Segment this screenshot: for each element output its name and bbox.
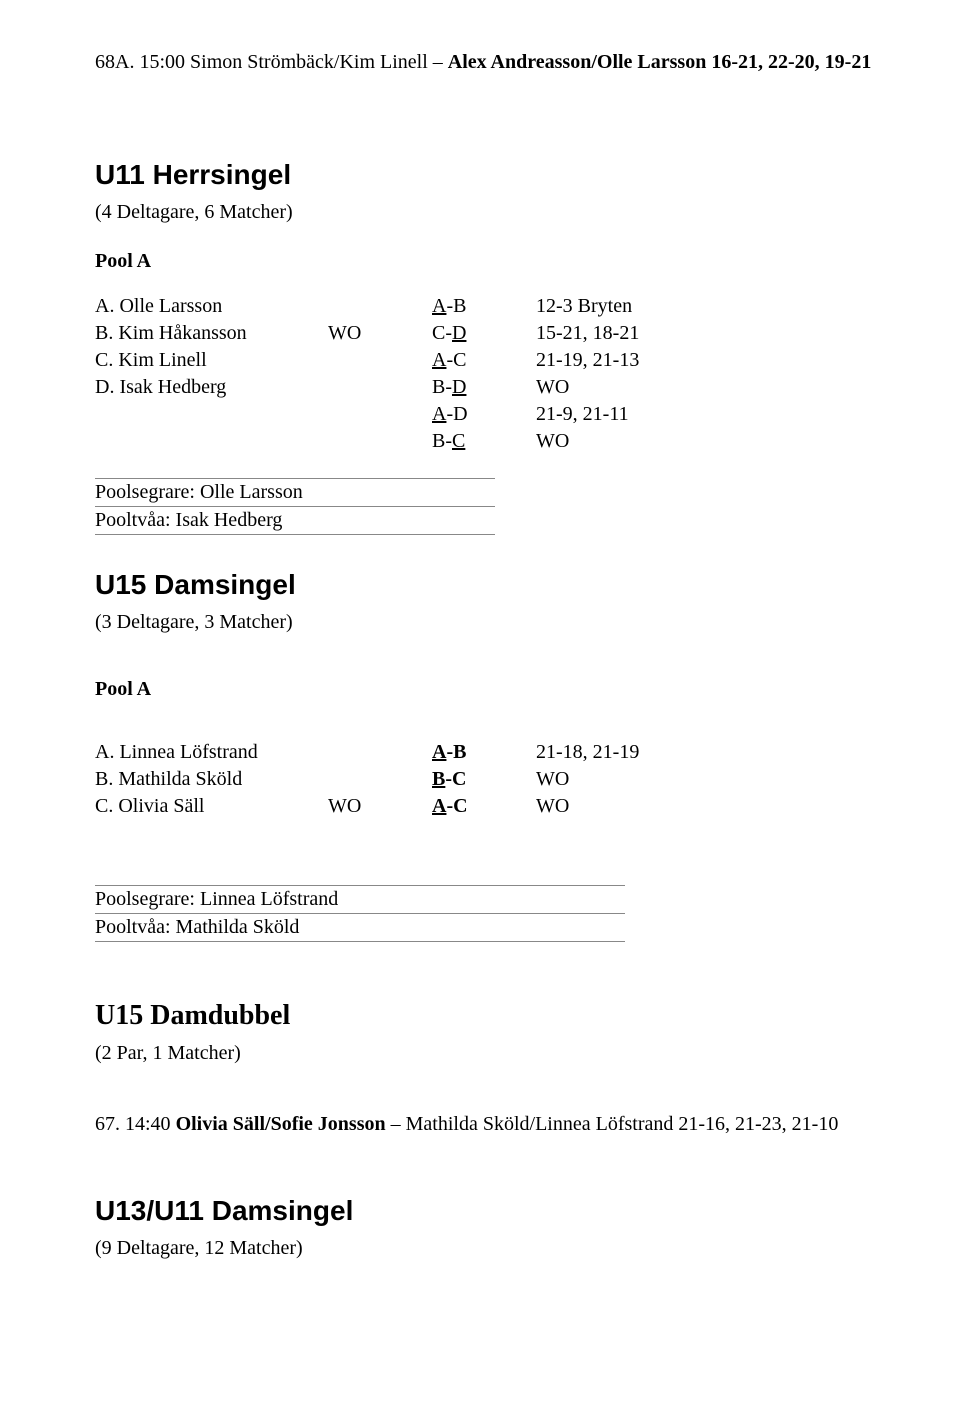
match-score: 21-18, 21-19	[536, 740, 647, 767]
player-label: A. Linnea Löfstrand	[95, 740, 328, 767]
pooltvaa: Pooltvåa: Isak Hedberg	[95, 507, 495, 534]
match-code: B-C	[432, 767, 536, 794]
pooltvaa: Pooltvåa: Mathilda Sköld	[95, 914, 625, 941]
pool-label-u15ds: Pool A	[95, 677, 880, 702]
match-score: 21-19, 21-13	[536, 348, 647, 375]
heading-u13u11-damsingel: U13/U11 Damsingel	[95, 1193, 880, 1228]
table-row: C. Kim Linell A-C 21-19, 21-13	[95, 348, 647, 375]
match-team1: Simon Strömbäck/Kim Linell	[190, 51, 428, 73]
table-row: B. Kim Håkansson WO C-D 15-21, 18-21	[95, 321, 647, 348]
pool-winners-u15ds: Poolsegrare: Linnea Löfstrand Pooltvåa: …	[95, 885, 625, 942]
match-score: 21-16, 21-23, 21-10	[678, 1113, 838, 1135]
table-row: B. Mathilda Sköld B-C WO	[95, 767, 647, 794]
match-score: WO	[536, 767, 647, 794]
match-time: 15:00	[139, 51, 185, 73]
match-code: B-D	[432, 375, 536, 402]
match-score: 15-21, 18-21	[536, 321, 647, 348]
pool-label-u11h: Pool A	[95, 249, 880, 274]
match-time: 14:40	[125, 1113, 171, 1135]
subheading-u11h: (4 Deltagare, 6 Matcher)	[95, 200, 880, 225]
match-code: A-B	[432, 294, 536, 321]
poolsegrare: Poolsegrare: Linnea Löfstrand	[95, 886, 625, 914]
table-row: A. Linnea Löfstrand A-B 21-18, 21-19	[95, 740, 647, 767]
match-code: A-D	[432, 402, 536, 429]
player-label: A. Olle Larsson	[95, 294, 328, 321]
pool-table-u11h: A. Olle Larsson A-B 12-3 Bryten B. Kim H…	[95, 294, 647, 456]
match-score: 16-21, 22-20, 19-21	[711, 51, 871, 73]
table-row: A-D 21-9, 21-11	[95, 402, 647, 429]
table-row: B-C WO	[95, 429, 647, 456]
match-team1: Olivia Säll/Sofie Jonsson	[176, 1113, 386, 1135]
heading-u11-herrsingel: U11 Herrsingel	[95, 157, 880, 192]
match-code: B-C	[432, 429, 536, 456]
heading-u15-damsingel: U15 Damsingel	[95, 567, 880, 602]
match-code: C-D	[432, 321, 536, 348]
match-score: WO	[536, 429, 647, 456]
match-code: A-C	[432, 794, 536, 821]
match-number: 68A.	[95, 51, 134, 73]
match-sep: –	[391, 1113, 401, 1135]
poolsegrare: Poolsegrare: Olle Larsson	[95, 479, 495, 507]
match-team2: Alex Andreasson/Olle Larsson	[448, 51, 707, 73]
player-label: C. Olivia Säll	[95, 794, 328, 821]
match-result-line: 68A. 15:00 Simon Strömbäck/Kim Linell – …	[95, 50, 880, 75]
match-result-line-u15dd: 67. 14:40 Olivia Säll/Sofie Jonsson – Ma…	[95, 1112, 880, 1137]
pool-table-u15ds: A. Linnea Löfstrand A-B 21-18, 21-19 B. …	[95, 740, 647, 821]
match-number: 67.	[95, 1113, 120, 1135]
pool-winners-u11h: Poolsegrare: Olle Larsson Pooltvåa: Isak…	[95, 478, 495, 535]
player-label: C. Kim Linell	[95, 348, 328, 375]
player-label: D. Isak Hedberg	[95, 375, 328, 402]
wo-mark: WO	[328, 321, 432, 348]
player-label: B. Kim Håkansson	[95, 321, 328, 348]
match-score: WO	[536, 375, 647, 402]
heading-u15-damdubbel: U15 Damdubbel	[95, 998, 880, 1033]
match-sep: –	[433, 51, 443, 73]
subheading-u15dd: (2 Par, 1 Matcher)	[95, 1041, 880, 1066]
table-row: A. Olle Larsson A-B 12-3 Bryten	[95, 294, 647, 321]
subheading-u13u11: (9 Deltagare, 12 Matcher)	[95, 1236, 880, 1261]
match-score: 12-3 Bryten	[536, 294, 647, 321]
subheading-u15ds: (3 Deltagare, 3 Matcher)	[95, 610, 880, 635]
match-code: A-B	[432, 740, 536, 767]
match-score: WO	[536, 794, 647, 821]
match-score: 21-9, 21-11	[536, 402, 647, 429]
table-row: D. Isak Hedberg B-D WO	[95, 375, 647, 402]
match-code: A-C	[432, 348, 536, 375]
match-team2: Mathilda Sköld/Linnea Löfstrand	[406, 1113, 674, 1135]
player-label: B. Mathilda Sköld	[95, 767, 328, 794]
table-row: C. Olivia Säll WO A-C WO	[95, 794, 647, 821]
wo-mark: WO	[328, 794, 432, 821]
